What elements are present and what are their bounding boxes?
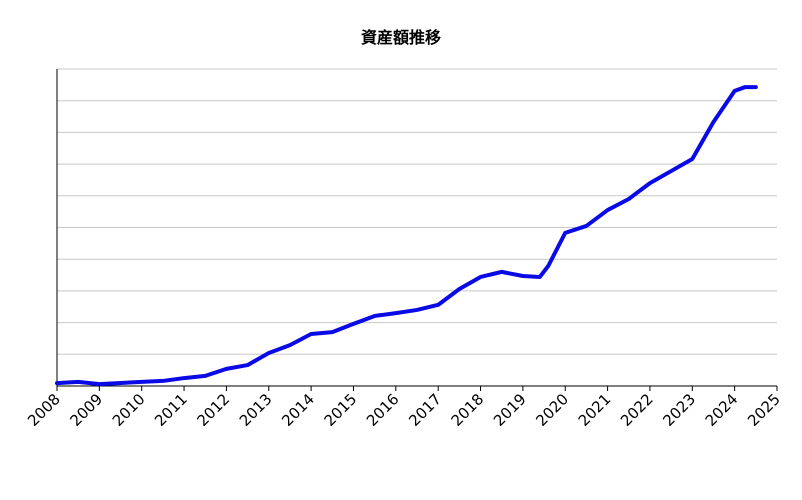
x-tick-label: 2010 bbox=[109, 390, 149, 430]
x-tick-label: 2015 bbox=[321, 390, 361, 430]
x-tick-label: 2011 bbox=[151, 390, 191, 430]
x-tick-label: 2013 bbox=[236, 390, 276, 430]
x-tick-label: 2020 bbox=[532, 390, 572, 430]
x-tick-label: 2019 bbox=[490, 390, 530, 430]
x-tick-label: 2018 bbox=[448, 390, 488, 430]
x-tick-label: 2023 bbox=[659, 390, 699, 430]
x-tick-label: 2014 bbox=[278, 390, 318, 430]
x-tick-label: 2016 bbox=[363, 390, 403, 430]
x-tick-label: 2008 bbox=[24, 390, 64, 430]
line-series bbox=[55, 85, 758, 387]
chart-title: 資産額推移 bbox=[361, 28, 441, 47]
x-tick-label: 2009 bbox=[66, 390, 106, 430]
x-tick-label: 2022 bbox=[617, 390, 657, 430]
x-tick-label: 2017 bbox=[405, 390, 445, 430]
x-tick-label: 2012 bbox=[194, 390, 234, 430]
x-tick-label: 2025 bbox=[744, 390, 784, 430]
x-tick-label: 2024 bbox=[702, 390, 742, 430]
x-tick-label: 2021 bbox=[575, 390, 615, 430]
